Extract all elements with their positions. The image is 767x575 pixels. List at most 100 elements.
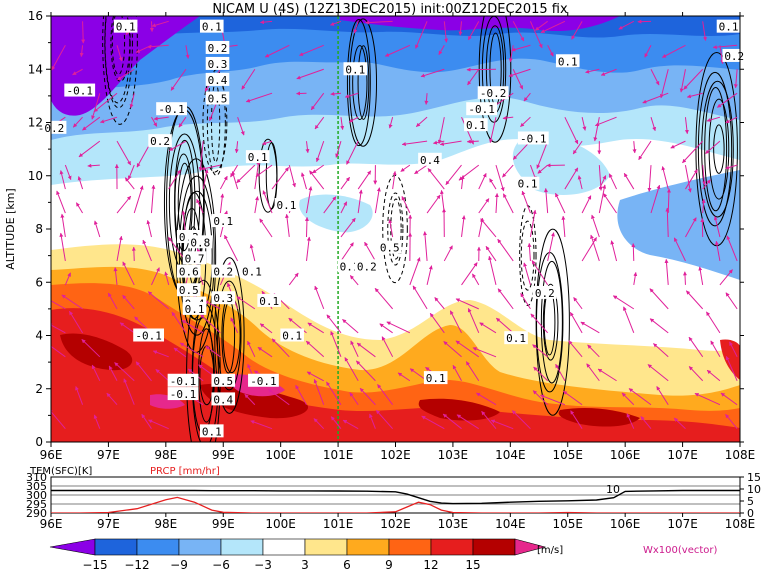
wind-vector xyxy=(107,292,118,310)
contour-label-bg xyxy=(211,392,236,406)
wind-vector xyxy=(598,184,607,214)
subplot-x-tick-label: 105E xyxy=(553,517,584,531)
wind-vector xyxy=(56,190,66,214)
wind-vector xyxy=(706,369,721,382)
wind-vector xyxy=(142,239,152,262)
wind-vector xyxy=(342,419,359,430)
wind-vector xyxy=(170,68,187,91)
wind-vector xyxy=(51,300,66,310)
contour-label: 0.1 xyxy=(242,266,262,279)
wind-vector xyxy=(271,167,289,190)
wind-vector xyxy=(267,388,290,406)
wind-vector xyxy=(593,117,600,142)
wind-vector xyxy=(51,45,66,71)
contour-label-bg xyxy=(245,150,270,164)
wind-vector xyxy=(178,116,187,128)
contour-label-bg xyxy=(555,54,580,68)
subplot-y-tick-label: 295 xyxy=(26,498,47,511)
wind-vector xyxy=(386,321,411,334)
wind-vector xyxy=(129,93,135,109)
contour-label: 0.5 xyxy=(179,284,199,297)
colorbar-tick-label: −15 xyxy=(82,558,107,572)
contour-label-bg xyxy=(113,19,138,33)
subplot-x-tick-label: 101E xyxy=(323,517,354,531)
contour-label-bg xyxy=(133,328,165,342)
colorbar-extend-low xyxy=(49,538,96,556)
wind-vector xyxy=(114,362,135,382)
wind-vector xyxy=(438,45,445,55)
contour-label: 0.8 xyxy=(190,236,210,249)
subplot-annotation: 10 xyxy=(606,483,620,496)
x-tick-label: 105E xyxy=(553,448,584,462)
wind-vector xyxy=(673,237,686,262)
subplot-x-axis: 96E 97E 98E 99E 100E 101E 102E 103E 104E 105E 106E… xyxy=(40,513,756,531)
wind-vector xyxy=(224,234,239,262)
wind-vector xyxy=(597,368,617,382)
wind-vector xyxy=(135,361,152,382)
wind-vector xyxy=(489,117,497,144)
contour-label: 0.1 xyxy=(345,63,365,76)
wind-vector xyxy=(587,344,600,358)
wind-vector xyxy=(309,170,325,190)
wind-vector xyxy=(466,67,496,72)
wind-vector xyxy=(581,195,592,214)
wind-vector xyxy=(511,44,531,52)
contour-label-bg xyxy=(515,176,540,190)
colorbar-tick-label: 9 xyxy=(385,558,393,572)
wind-vector xyxy=(608,173,618,190)
wind-vector xyxy=(152,350,169,358)
wind-vector xyxy=(288,164,296,188)
wind-vector xyxy=(717,92,738,108)
contour-label-bg xyxy=(211,373,236,387)
wind-vector xyxy=(650,69,660,86)
contour-line xyxy=(216,280,242,391)
wind-vector xyxy=(467,21,480,41)
wind-vector xyxy=(466,139,479,144)
subplot-x-tick-label: 108E xyxy=(725,517,756,531)
contour-line xyxy=(390,198,402,260)
wind-vector xyxy=(326,314,342,334)
wind-vector xyxy=(91,364,101,381)
wind-vector xyxy=(688,336,704,358)
wind-vector xyxy=(719,269,733,286)
wind-vector xyxy=(502,164,514,178)
wind-vector xyxy=(725,164,738,170)
wind-vector xyxy=(523,92,531,102)
wind-vector xyxy=(409,257,421,286)
colorbar-swatch xyxy=(346,538,390,556)
wind-vector xyxy=(649,318,669,334)
wind-vector xyxy=(520,292,531,310)
y-tick-label: 6 xyxy=(35,275,43,289)
wind-vector xyxy=(133,185,144,214)
x-tick-label: 96E xyxy=(40,448,63,462)
wind-vector xyxy=(241,68,256,90)
wind-vector xyxy=(650,184,661,214)
wind-vector xyxy=(685,290,704,310)
wind-vector xyxy=(481,411,497,430)
wind-vector xyxy=(330,91,342,96)
wind-vector xyxy=(702,21,708,41)
wind-vector xyxy=(200,314,221,334)
wind-vector xyxy=(179,342,204,358)
wind-vector xyxy=(247,340,256,358)
x-tick-label: 99E xyxy=(212,448,235,462)
contour-label-bg xyxy=(240,264,264,278)
wind-vector xyxy=(443,341,462,358)
wind-vector xyxy=(59,170,66,190)
wind-vector xyxy=(554,192,566,214)
wind-vector xyxy=(81,339,101,358)
wind-vector xyxy=(656,386,669,405)
wind-vector xyxy=(356,342,376,358)
contour-label: -0.1 xyxy=(520,132,547,145)
wind-vector xyxy=(116,140,132,166)
wind-vector xyxy=(478,198,490,214)
wind-vector xyxy=(547,45,554,57)
wind-vector xyxy=(262,190,273,214)
wind-vector xyxy=(626,413,635,429)
contour-label: -0.1 xyxy=(468,103,495,116)
wind-vector xyxy=(51,345,66,358)
subplot-y-tick-label: 290 xyxy=(26,507,47,520)
wind-vector xyxy=(590,234,600,262)
wind-vector xyxy=(581,237,597,262)
wind-vector xyxy=(78,140,101,158)
